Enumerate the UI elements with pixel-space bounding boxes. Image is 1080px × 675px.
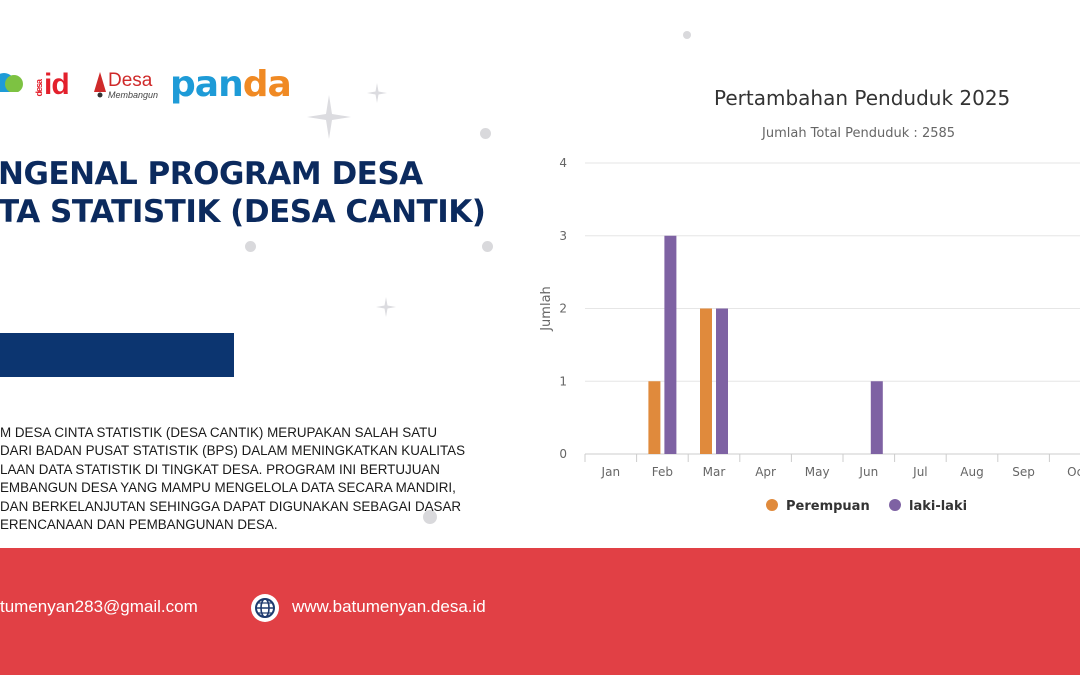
- bar-laki-laki: [664, 235, 677, 454]
- globe-icon: [251, 594, 279, 622]
- page-title: NGENAL PROGRAM DESA TA STATISTIK (DESA C…: [0, 155, 520, 231]
- desa-id-logo-small: desa: [34, 80, 44, 97]
- y-tick-label: 2: [559, 302, 567, 316]
- x-tick-label: Jul: [912, 465, 927, 479]
- sparkle-icon: [367, 83, 387, 103]
- decor-dot: [245, 241, 256, 252]
- y-tick-label: 3: [559, 229, 567, 243]
- page-title-line1: NGENAL PROGRAM DESA: [0, 156, 423, 192]
- footer: [0, 548, 1080, 675]
- description-line: EMBANGUN DESA YANG MAMPU MENGELOLA DATA …: [0, 480, 456, 496]
- legend-label: laki-laki: [909, 499, 967, 514]
- decor-dot: [482, 241, 493, 252]
- desa-membangun-title: Desa: [108, 70, 153, 91]
- x-tick-label: Apr: [755, 465, 776, 479]
- bar-perempuan: [700, 308, 712, 454]
- contact-email[interactable]: tumenyan283@gmail.com: [0, 597, 198, 616]
- x-tick-label: Feb: [652, 465, 673, 479]
- description-line: ERENCANAAN DAN PEMBANGUNAN DESA.: [0, 517, 278, 533]
- y-tick-label: 4: [559, 156, 567, 170]
- desa-cantik-logo: [0, 73, 23, 102]
- logo-row: desa id Desa Membangun panda: [0, 62, 300, 112]
- bar-chart: 0 1 2 3 4 Jan Feb Mar Apr May Jun Jul Aug Sep Oc Jumlah…: [539, 156, 1080, 514]
- x-tick-label: May: [805, 465, 830, 479]
- bar-laki-laki: [716, 308, 728, 454]
- y-tick-label: 1: [559, 374, 567, 388]
- x-tick-label: Mar: [703, 465, 726, 479]
- x-tick-label: Sep: [1012, 465, 1035, 479]
- desa-membangun-mark-icon: [94, 72, 106, 98]
- description-line: LAAN DATA STATISTIK DI TINGKAT DESA. PRO…: [0, 461, 440, 477]
- description-text: M DESA CINTA STATISTIK (DESA CANTIK) MER…: [0, 424, 503, 534]
- legend-marker: [889, 499, 901, 511]
- panda-logo-part1: pan: [170, 64, 244, 105]
- x-tick-label: Jan: [601, 465, 621, 479]
- page-title-line2: TA STATISTIK (DESA CANTIK): [0, 194, 486, 230]
- sparkle-icon: [307, 95, 351, 139]
- decor-dot: [683, 31, 691, 39]
- legend-marker: [766, 499, 778, 511]
- y-axis-label: Jumlah: [539, 286, 554, 332]
- description-line: M DESA CINTA STATISTIK (DESA CANTIK) MER…: [0, 425, 438, 440]
- decor-dot: [423, 510, 437, 524]
- desa-id-logo-text: id: [44, 68, 70, 101]
- decor-dot: [480, 128, 491, 139]
- chart-subtitle: Jumlah Total Penduduk : 2585: [762, 126, 956, 141]
- panda-logo: panda: [170, 64, 292, 105]
- description-line: DAN BERKELANJUTAN SEHINGGA DAPAT DIGUNAK…: [0, 498, 462, 514]
- legend-label: Perempuan: [786, 499, 870, 514]
- panda-logo-part2: da: [242, 64, 292, 105]
- y-tick-label: 0: [559, 447, 567, 461]
- desa-membangun-sub: Membangun: [108, 90, 159, 100]
- desa-membangun-logo: Desa Membangun: [94, 70, 158, 106]
- bar-laki-laki: [870, 381, 883, 454]
- contact-website[interactable]: www.batumenyan.desa.id: [292, 597, 486, 616]
- x-tick-label: Oc: [1067, 465, 1080, 479]
- accent-bar: [0, 333, 234, 377]
- description-line: DARI BADAN PUSAT STATISTIK (BPS) DALAM M…: [0, 443, 466, 459]
- x-tick-label: Aug: [960, 465, 983, 479]
- chart-title: Pertambahan Penduduk 2025: [714, 86, 1011, 110]
- bar-perempuan: [648, 381, 661, 454]
- x-tick-label: Jun: [858, 465, 878, 479]
- desa-id-logo: desa id: [34, 68, 70, 102]
- sparkle-icon: [376, 297, 396, 317]
